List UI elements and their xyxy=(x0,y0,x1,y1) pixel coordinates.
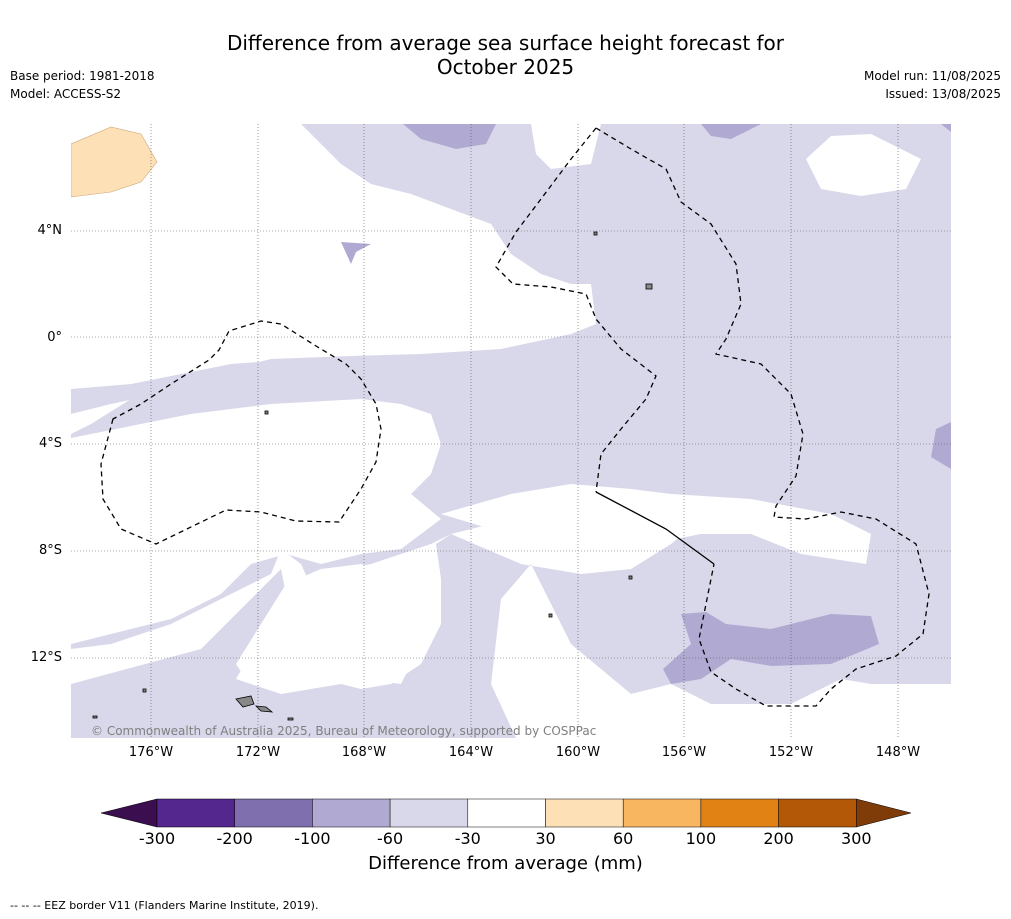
colorbar-segment xyxy=(312,798,391,828)
anomaly-band-neg-60f xyxy=(341,242,371,264)
colorbar-segment xyxy=(700,798,779,828)
lat-label-0: 0° xyxy=(47,330,62,345)
colorbar-tick-label: -60 xyxy=(377,829,404,848)
lat-label-4s: 4°S xyxy=(38,436,62,451)
lat-label-12s: 12°S xyxy=(30,650,62,665)
anomaly-white-patch-7 xyxy=(211,124,411,234)
lon-label-164w: 164°W xyxy=(448,745,494,760)
colorbar-segment xyxy=(778,798,857,828)
colorbar-arrow-high xyxy=(856,798,912,828)
lon-label-172w: 172°W xyxy=(235,745,281,760)
anomaly-white-patch-2 xyxy=(806,134,921,196)
colorbar xyxy=(100,798,912,828)
island-dot-8 xyxy=(548,613,553,618)
anomaly-band-neg-30b xyxy=(71,356,361,414)
anomaly-band-neg-60a xyxy=(403,124,496,149)
anomaly-band-neg-60d xyxy=(931,422,951,469)
base-period: Base period: 1981-2018 xyxy=(10,69,155,83)
sea-surface-map xyxy=(71,124,951,738)
eez-border-north xyxy=(495,127,657,493)
colorbar-arrow-low xyxy=(100,798,158,828)
colorbar-tick-label: 100 xyxy=(685,829,717,848)
lon-label-176w: 176°W xyxy=(128,745,174,760)
lon-label-148w: 148°W xyxy=(875,745,921,760)
eez-border-central xyxy=(595,127,930,707)
meta-left: Base period: 1981-2018 Model: ACCESS-S2 xyxy=(10,67,155,103)
islands xyxy=(92,231,653,721)
colorbar-tick-label: 200 xyxy=(763,829,794,848)
copyright-text: © Commonwealth of Australia 2025, Bureau… xyxy=(91,724,597,738)
colorbar-tick-label: 300 xyxy=(841,829,872,848)
eez-border-solid xyxy=(595,491,715,565)
map-title: Difference from average sea surface heig… xyxy=(0,31,1011,79)
colorbar-segment xyxy=(622,798,702,828)
lon-label-168w: 168°W xyxy=(341,745,387,760)
anomaly-white-patch-5 xyxy=(236,564,439,684)
colorbar-tick-label: 30 xyxy=(535,829,556,848)
model-name: Model: ACCESS-S2 xyxy=(10,87,122,101)
model-run: Model run: 11/08/2025 xyxy=(863,69,1001,83)
anomaly-band-neg-30 xyxy=(71,124,951,738)
anomaly-band-neg-60e xyxy=(663,612,879,684)
anomaly-band-neg-60c xyxy=(941,124,951,132)
anomaly-band-pos-30 xyxy=(71,126,158,198)
lat-label-8s: 8°S xyxy=(38,543,62,558)
colorbar-tick-label: -200 xyxy=(216,829,253,848)
island-dot-6 xyxy=(593,231,598,236)
colorbar-segment xyxy=(234,798,313,828)
island-dot-4 xyxy=(264,410,269,415)
lon-label-152w: 152°W xyxy=(768,745,814,760)
island-samoa xyxy=(235,695,255,708)
colorbar-tick-label: -100 xyxy=(294,829,331,848)
title-line-1: Difference from average sea surface heig… xyxy=(226,31,785,55)
colorbar-tick-label: -300 xyxy=(138,829,176,848)
colorbar-tick-label: 60 xyxy=(613,829,634,848)
eez-borders xyxy=(100,127,930,707)
island-dot-3 xyxy=(287,717,294,721)
footer-legend: -- -- -- EEZ border V11 (Flanders Marine… xyxy=(10,899,319,912)
colorbar-tick-label: -30 xyxy=(454,829,481,848)
issued-date: Issued: 13/08/2025 xyxy=(885,87,1001,101)
island-dot-5 xyxy=(645,283,653,290)
island-dot-1 xyxy=(142,688,147,693)
colorbar-segment xyxy=(467,798,546,828)
island-dot-7 xyxy=(628,575,633,580)
island-samoa-2 xyxy=(254,705,274,713)
anomaly-white-patch-4 xyxy=(71,399,441,644)
colorbar-segment xyxy=(389,798,469,828)
anomaly-band-neg-60b xyxy=(701,124,761,139)
eez-border-west xyxy=(100,320,382,545)
colorbar-segment xyxy=(156,798,235,828)
lat-label-4n: 4°N xyxy=(37,223,63,238)
anomaly-white-patch-6 xyxy=(71,214,361,379)
title-line-2: October 2025 xyxy=(436,55,575,79)
meta-right: Model run: 11/08/2025 Issued: 13/08/2025 xyxy=(864,67,1001,103)
lon-label-160w: 160°W xyxy=(555,745,601,760)
anomaly-white-patch xyxy=(531,124,601,169)
colorbar-segment xyxy=(545,798,624,828)
lon-label-156w: 156°W xyxy=(661,745,707,760)
island-dot-2 xyxy=(92,715,98,719)
graticule xyxy=(71,124,951,738)
colorbar-title: Difference from average (mm) xyxy=(368,853,643,874)
